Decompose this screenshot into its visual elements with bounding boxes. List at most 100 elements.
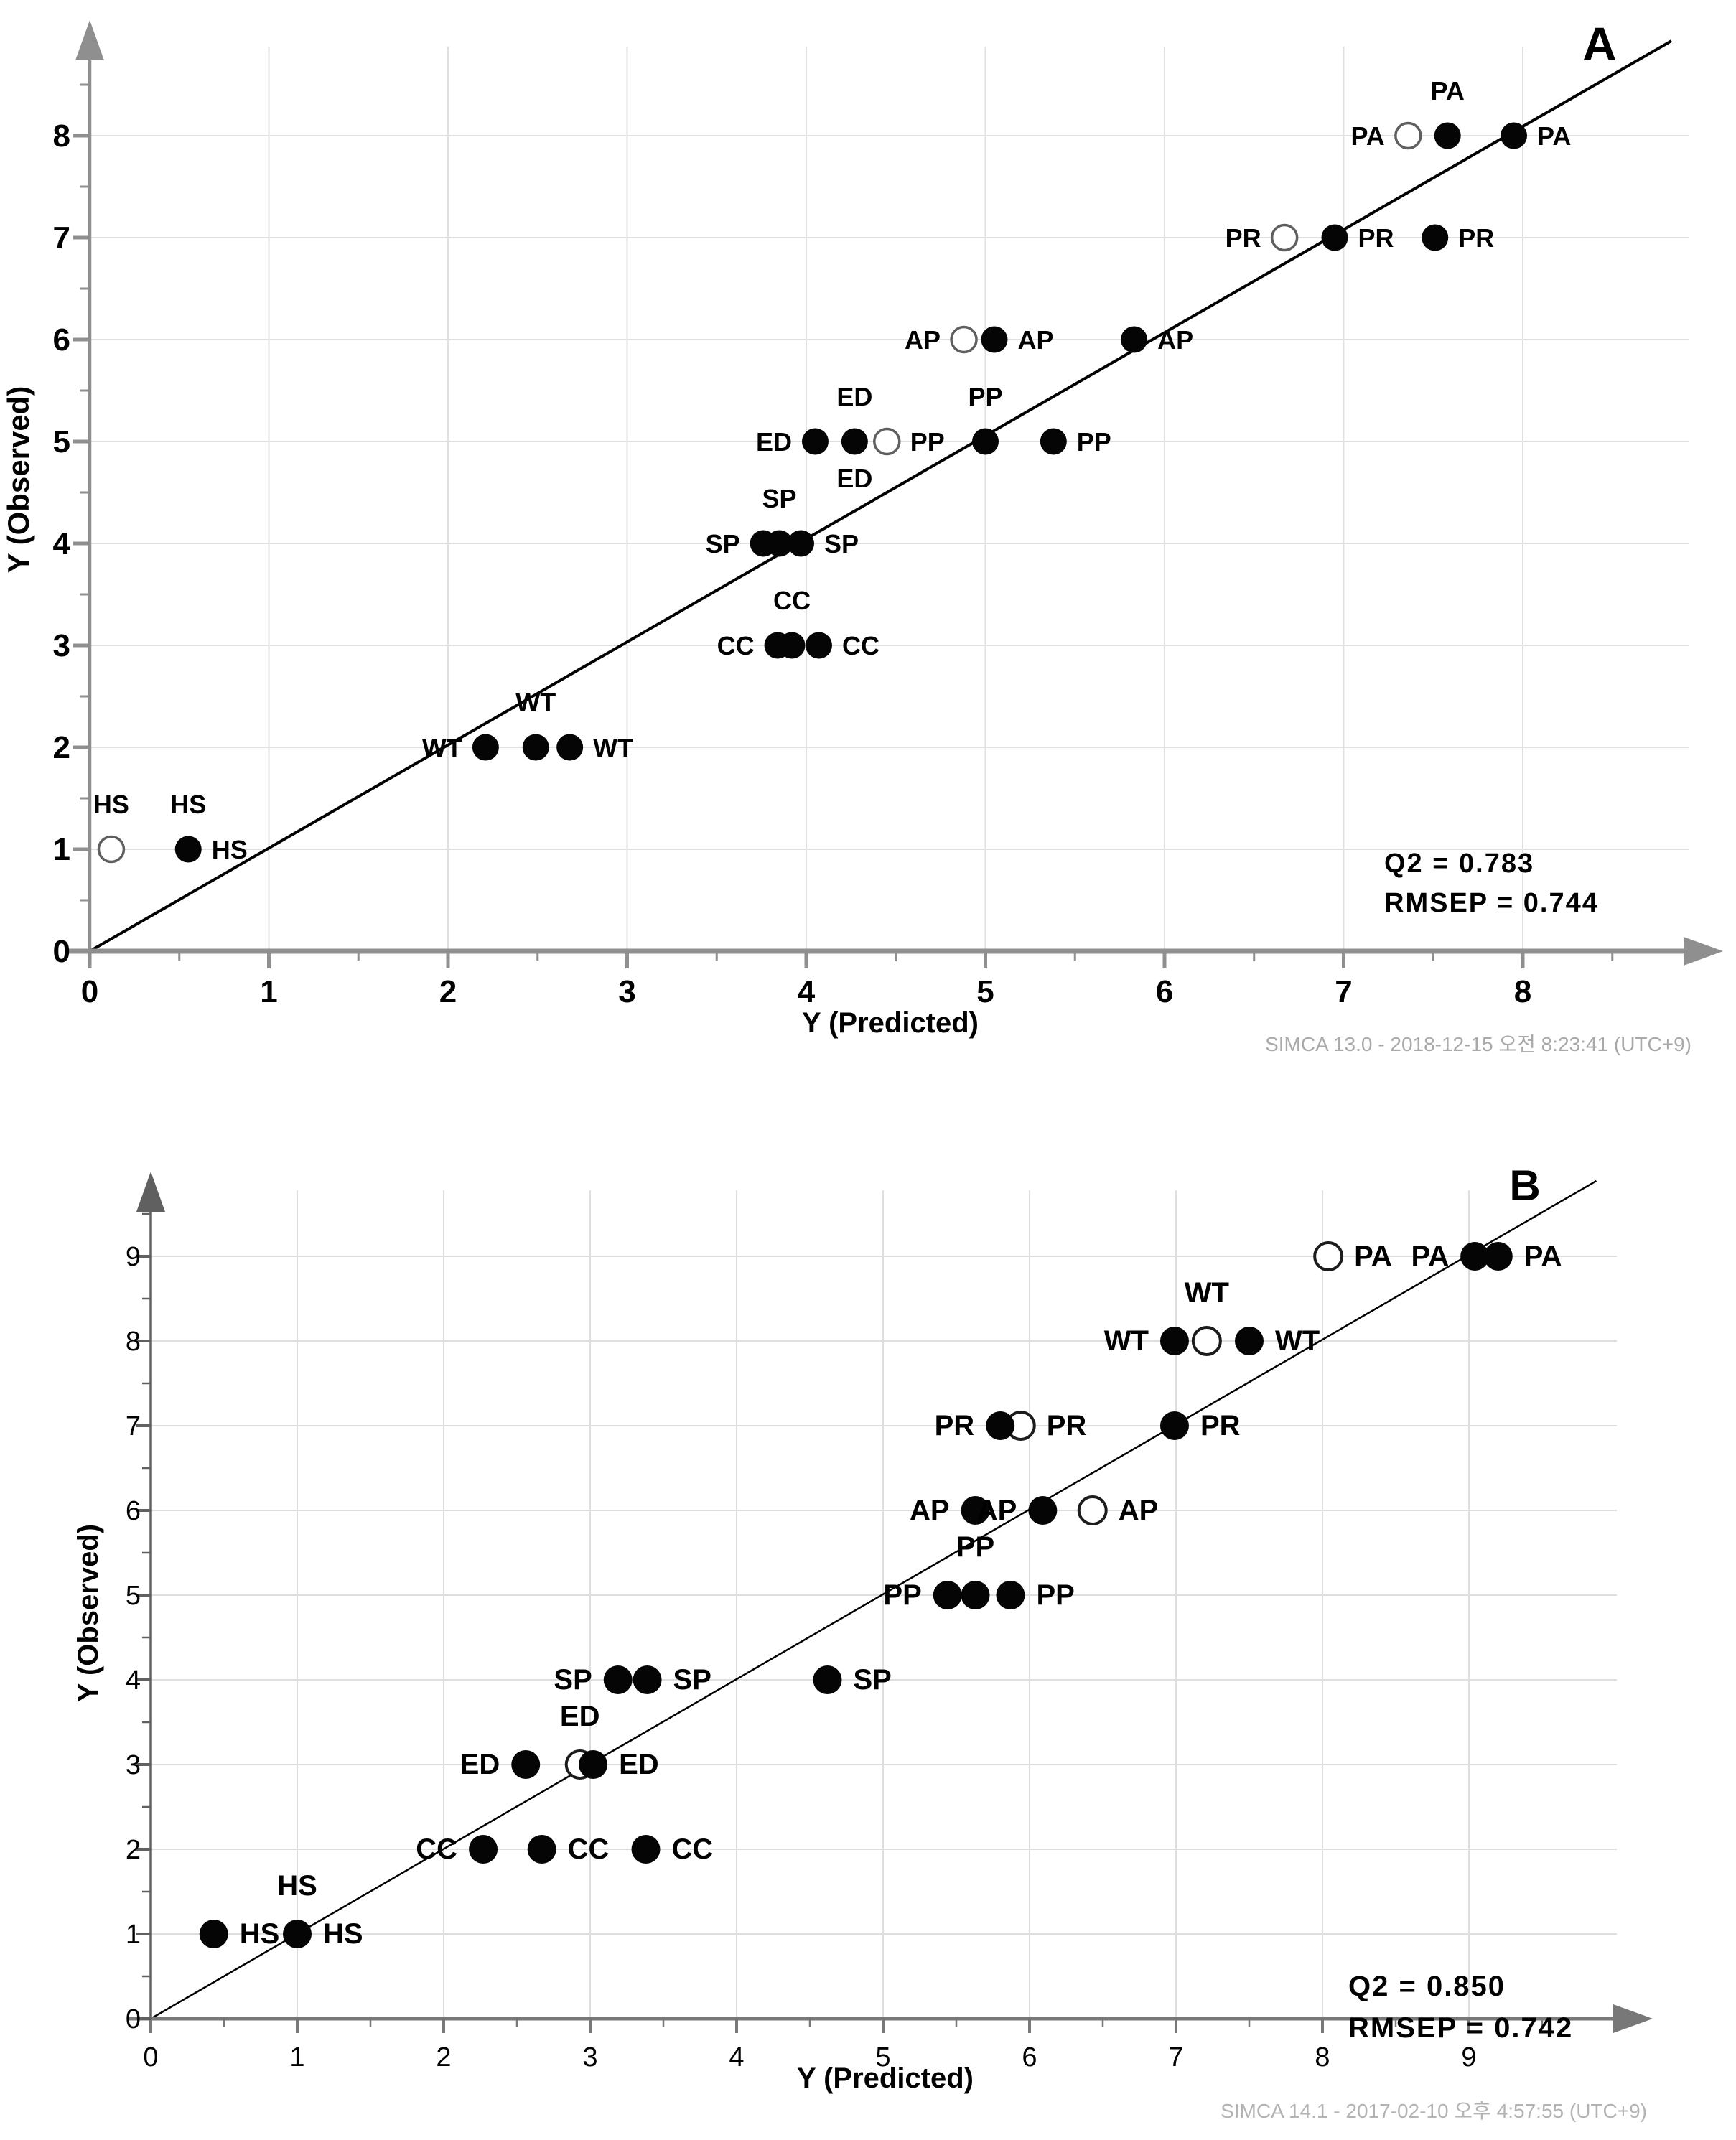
point-label: PR [1047, 1410, 1087, 1442]
x-axis-tick-label: 5 [875, 2042, 890, 2073]
panel-letter: B [1509, 1162, 1540, 1210]
rmsep-statistic: RMSEP = 0.742 [1348, 2012, 1573, 2044]
simca-version-timestamp-footer: SIMCA 13.0 - 2018-12-15 오전 8:23:41 (UTC+… [1265, 1033, 1691, 1055]
data-point-sp[interactable] [813, 1665, 842, 1694]
data-point-cc[interactable] [527, 1835, 556, 1864]
x-axis-tick-label: 2 [436, 2042, 451, 2073]
point-label: ED [756, 427, 792, 457]
data-point-pp[interactable] [933, 1581, 962, 1609]
data-point-pr[interactable] [1321, 224, 1348, 251]
x-axis-tick-label: 2 [439, 974, 457, 1009]
point-label: HS [277, 1870, 317, 1902]
data-point-ap[interactable] [1028, 1496, 1058, 1525]
y-axis-tick-label: 8 [126, 1327, 141, 1357]
data-point-ap[interactable] [961, 1496, 990, 1525]
point-label: ED [836, 464, 872, 493]
point-label: PA [1537, 121, 1571, 151]
data-point-pp[interactable] [1040, 428, 1067, 455]
x-axis-tick-label: 9 [1461, 2042, 1476, 2073]
point-label: PA [1354, 1240, 1392, 1272]
data-point-pa[interactable] [1483, 1242, 1513, 1271]
data-point-pp[interactable] [961, 1581, 990, 1609]
data-point-open-pp[interactable] [873, 427, 901, 456]
point-label: AP [1157, 325, 1193, 355]
data-point-open-ap[interactable] [950, 325, 978, 354]
x-axis-tick-label: 8 [1315, 2042, 1330, 2073]
y-axis-tick-label: 2 [53, 730, 70, 765]
point-label: SP [554, 1664, 592, 1696]
x-axis-tick-label: 8 [1514, 974, 1531, 1009]
data-point-pr[interactable] [986, 1411, 1015, 1440]
data-point-pa[interactable] [1460, 1242, 1490, 1271]
data-point-ap[interactable] [1121, 326, 1148, 353]
y-axis-tick-label: 0 [126, 2004, 141, 2034]
q2-statistic: Q2 = 0.850 [1348, 1971, 1506, 2002]
data-point-ed[interactable] [579, 1750, 608, 1779]
simca-version-timestamp-footer: SIMCA 14.1 - 2017-02-10 오후 4:57:55 (UTC+… [1221, 2100, 1647, 2122]
data-point-wt[interactable] [1235, 1327, 1264, 1355]
point-label: HS [212, 835, 248, 864]
data-point-cc[interactable] [469, 1835, 498, 1864]
x-axis-tick-label: 6 [1156, 974, 1173, 1009]
data-point-wt[interactable] [472, 734, 499, 761]
data-point-wt[interactable] [1159, 1327, 1189, 1355]
data-point-pr[interactable] [1159, 1411, 1189, 1440]
data-point-pr[interactable] [1422, 224, 1449, 251]
y-axis-tick-label: 0 [53, 934, 70, 969]
point-label: PP [883, 1579, 921, 1611]
point-label: WT [1104, 1325, 1149, 1357]
data-point-open-ap[interactable] [1077, 1495, 1108, 1525]
data-point-wt[interactable] [556, 734, 584, 761]
point-label: PP [968, 382, 1002, 411]
data-point-ed[interactable] [511, 1750, 541, 1779]
point-label: PR [935, 1410, 975, 1442]
y-axis-tick-label: 7 [53, 220, 70, 256]
data-point-cc[interactable] [778, 632, 806, 659]
point-label: WT [1275, 1325, 1320, 1357]
point-label: HS [170, 790, 206, 819]
point-label: HS [323, 1918, 363, 1950]
data-point-wt[interactable] [522, 734, 549, 761]
data-point-ed[interactable] [841, 428, 868, 455]
data-point-sp[interactable] [766, 530, 793, 557]
y-axis-tick-label: 7 [126, 1411, 141, 1442]
y-axis-arrow-icon [136, 1172, 165, 1212]
point-label: WT [593, 733, 633, 762]
x-axis-tick-label: 0 [143, 2042, 158, 2073]
data-point-hs[interactable] [174, 836, 202, 863]
data-point-open-pr[interactable] [1270, 223, 1299, 252]
rmsep-statistic: RMSEP = 0.744 [1384, 888, 1599, 918]
data-point-ap[interactable] [981, 326, 1008, 353]
data-point-pa[interactable] [1434, 122, 1461, 149]
data-point-sp[interactable] [788, 530, 815, 557]
point-label: PA [1431, 76, 1465, 106]
data-point-ed[interactable] [801, 428, 829, 455]
data-point-cc[interactable] [805, 632, 832, 659]
data-point-open-pa[interactable] [1313, 1241, 1344, 1271]
x-axis-tick-label: 7 [1335, 974, 1352, 1009]
data-point-open-pa[interactable] [1394, 121, 1422, 150]
data-point-hs[interactable] [199, 1920, 228, 1948]
data-point-cc[interactable] [631, 1835, 661, 1864]
x-axis-arrow-icon [1613, 2004, 1653, 2033]
point-label: ED [619, 1749, 659, 1780]
point-label: HS [240, 1918, 280, 1950]
data-point-hs[interactable] [283, 1920, 312, 1948]
data-point-open-hs[interactable] [97, 835, 126, 864]
point-label: PP [956, 1531, 994, 1563]
point-label: CC [717, 631, 755, 660]
q2-statistic: Q2 = 0.783 [1384, 849, 1534, 879]
data-point-pp[interactable] [972, 428, 999, 455]
data-point-sp[interactable] [633, 1665, 662, 1694]
data-point-pp[interactable] [996, 1581, 1025, 1609]
point-label: PR [1458, 223, 1494, 253]
point-label: WT [1185, 1277, 1229, 1309]
point-label: CC [773, 586, 811, 615]
data-point-sp[interactable] [603, 1665, 633, 1694]
data-point-pa[interactable] [1501, 122, 1528, 149]
point-label: PA [1350, 121, 1384, 151]
data-point-open-wt[interactable] [1191, 1326, 1222, 1356]
y-axis-tick-label: 9 [126, 1242, 141, 1272]
